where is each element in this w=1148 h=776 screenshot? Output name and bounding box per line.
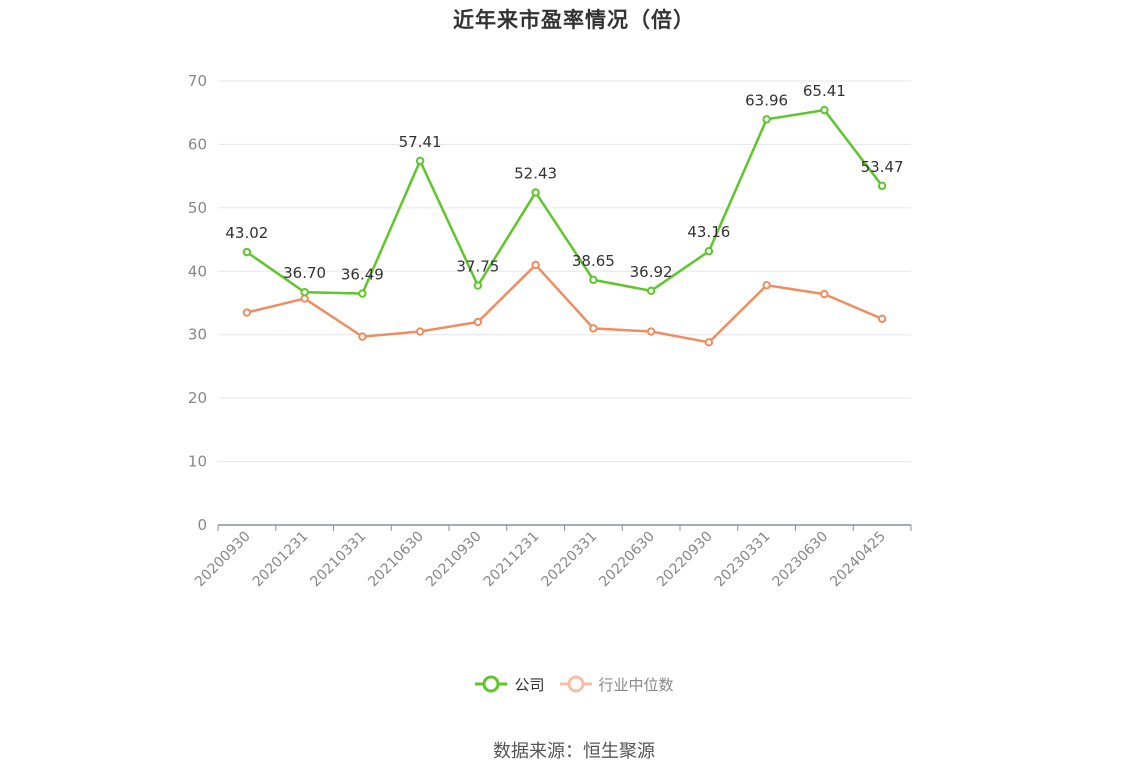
data-label: 36.49 (341, 266, 384, 284)
series-lines (242, 105, 887, 347)
line-chart: 0 10 20 30 40 50 60 70 202009302020123120210331… (188, 72, 912, 591)
data-point[interactable] (358, 289, 367, 298)
legend-item-company[interactable]: 公司 (474, 672, 545, 696)
y-tick-label: 40 (188, 262, 207, 280)
data-point[interactable] (589, 324, 598, 333)
data-point[interactable] (646, 327, 656, 336)
y-tick-label: 70 (188, 72, 207, 90)
data-point[interactable] (820, 289, 829, 299)
data-point[interactable] (762, 281, 771, 290)
x-tick-label: 20201231 (250, 529, 312, 591)
data-point[interactable] (877, 314, 887, 324)
y-tick-label: 20 (188, 389, 207, 407)
legend-label-industry-median: 行业中位数 (598, 675, 674, 694)
data-point[interactable] (762, 115, 771, 124)
x-tick-label: 20220630 (596, 529, 658, 591)
x-tick-label: 20210930 (423, 529, 485, 591)
data-point[interactable] (531, 260, 540, 270)
data-point[interactable] (242, 308, 252, 317)
data-label: 37.75 (456, 258, 499, 276)
x-tick-label: 20210331 (307, 529, 369, 591)
legend: 公司 行业中位数 (0, 672, 1148, 696)
y-tick-label: 30 (188, 326, 207, 344)
data-point[interactable] (473, 281, 483, 290)
legend-symbol-company-icon (475, 675, 508, 693)
data-point[interactable] (820, 105, 829, 115)
data-source-note: 数据来源：恒生聚源 (493, 741, 655, 762)
x-tick-label: 20200930 (192, 529, 254, 591)
data-label: 52.43 (514, 164, 557, 182)
data-label: 43.02 (225, 224, 268, 242)
y-axis: 0 10 20 30 40 50 60 70 (188, 72, 207, 534)
legend-symbol-industry-median-icon (559, 675, 592, 693)
data-point[interactable] (704, 338, 714, 347)
data-point[interactable] (531, 188, 540, 197)
y-tick-label: 0 (197, 516, 207, 534)
data-point[interactable] (242, 247, 252, 257)
legend-item-industry-median[interactable]: 行业中位数 (559, 672, 674, 696)
data-label: 43.16 (687, 223, 730, 241)
series-line-industry-median (246, 263, 883, 344)
data-label: 65.41 (803, 82, 846, 100)
data-point[interactable] (300, 288, 309, 297)
data-point[interactable] (589, 275, 598, 285)
grid-lines (218, 80, 911, 463)
y-tick-label: 10 (188, 453, 207, 471)
data-point[interactable] (877, 181, 887, 191)
x-tick-label: 20210630 (365, 529, 427, 591)
data-label: 53.47 (861, 158, 904, 176)
data-label: 57.41 (399, 133, 442, 151)
chart-title: 近年来市盈率情况（倍） (453, 8, 695, 32)
y-tick-label: 60 (188, 135, 207, 153)
y-tick-label: 50 (188, 199, 207, 217)
data-point[interactable] (704, 247, 714, 256)
x-tick-label: 20230630 (769, 529, 831, 591)
data-label: 38.65 (572, 252, 615, 270)
data-label: 63.96 (745, 91, 788, 109)
x-tick-label: 20230331 (712, 529, 774, 591)
data-point[interactable] (646, 286, 656, 296)
legend-label-company: 公司 (514, 675, 545, 694)
x-tick-label: 20211231 (481, 529, 543, 591)
data-point[interactable] (415, 156, 425, 166)
data-point[interactable] (415, 327, 425, 336)
data-point[interactable] (358, 332, 367, 341)
data-point[interactable] (473, 317, 483, 327)
data-label: 36.70 (283, 264, 326, 282)
x-tick-label: 20240425 (827, 529, 889, 591)
x-axis: 2020093020201231202103312021063020210930… (192, 524, 912, 591)
x-tick-label: 20220930 (654, 529, 716, 591)
data-label: 36.92 (630, 263, 673, 281)
data-labels: 43.02 36.70 36.49 57.41 37.75 52.43 38.65 36.92… (225, 82, 903, 283)
series-line-company (246, 108, 884, 295)
x-tick-label: 20220331 (538, 529, 600, 591)
